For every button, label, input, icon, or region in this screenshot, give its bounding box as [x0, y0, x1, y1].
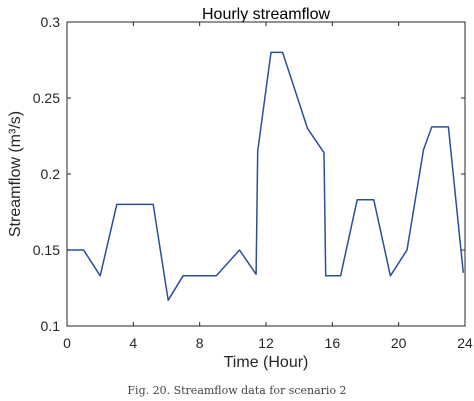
- y-tick-label: 0.2: [41, 166, 61, 182]
- plot-area: [67, 22, 465, 326]
- plot-frame: [66, 21, 466, 327]
- x-tick-label: 16: [325, 335, 341, 351]
- chart-title: Hourly streamflow: [202, 6, 330, 23]
- y-tick-label: 0.1: [41, 318, 61, 334]
- y-tick-label: 0.3: [41, 14, 61, 30]
- y-axis-label: Streamflow (m³/s): [7, 111, 24, 237]
- y-tick-label: 0.15: [33, 242, 60, 258]
- x-axis-ticks: 0 4 8 12 16 20 24: [63, 22, 473, 351]
- x-tick-label: 4: [129, 335, 137, 351]
- x-tick-label: 0: [63, 335, 71, 351]
- x-axis-label: Time (Hour): [224, 354, 309, 371]
- x-tick-label: 24: [457, 335, 473, 351]
- figure-caption: Fig. 20. Streamflow data for scenario 2: [127, 384, 347, 397]
- y-tick-label: 0.25: [33, 90, 60, 106]
- x-tick-label: 20: [391, 335, 407, 351]
- streamflow-line: [67, 51, 465, 301]
- x-tick-label: 8: [196, 335, 204, 351]
- x-tick-label: 12: [258, 335, 274, 351]
